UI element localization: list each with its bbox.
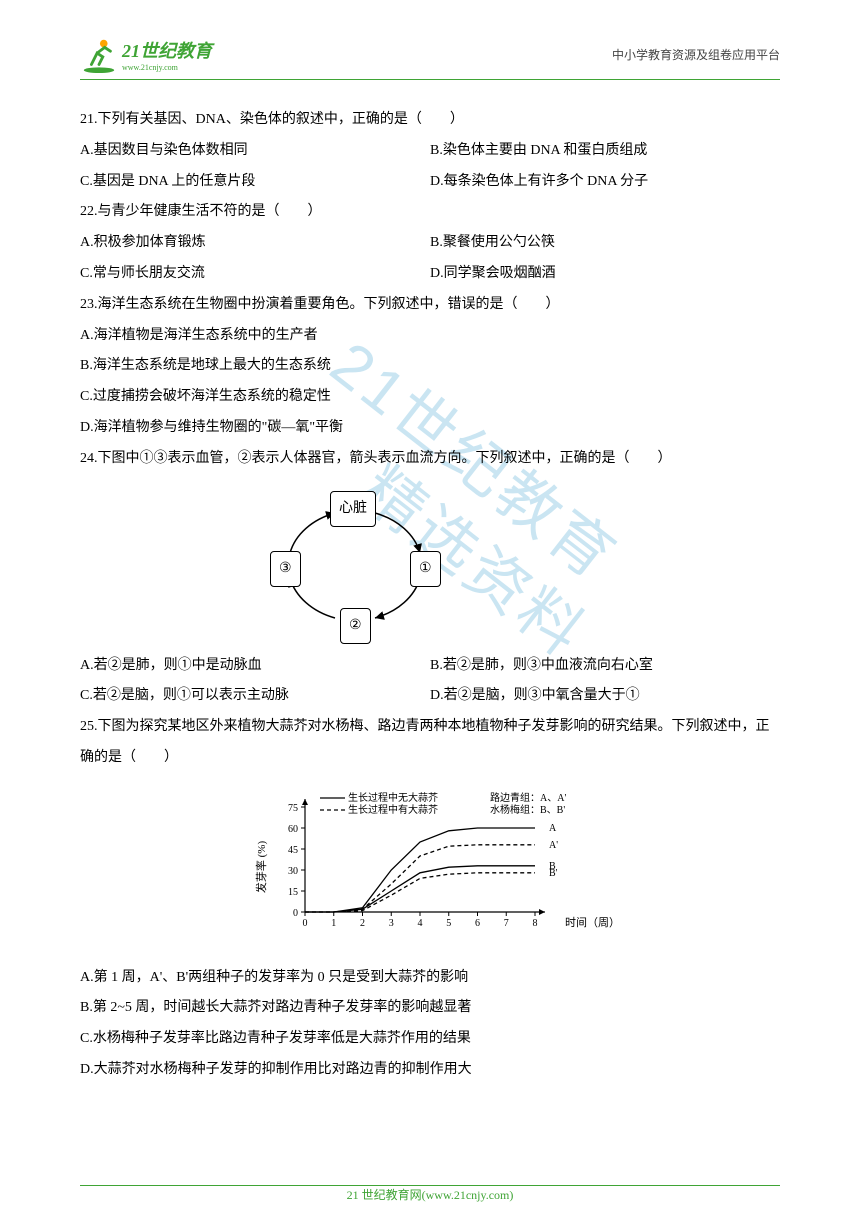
q23-stem: 23.海洋生态系统在生物圈中扮演着重要角色。下列叙述中，错误的是（ ） xyxy=(80,290,780,321)
svg-text:45: 45 xyxy=(288,845,298,856)
svg-text:7: 7 xyxy=(504,918,509,929)
svg-text:发芽率 (%): 发芽率 (%) xyxy=(254,840,268,893)
svg-text:2: 2 xyxy=(360,918,365,929)
logo-subtext: www.21cnjy.com xyxy=(122,63,212,72)
q22-D: D.同学聚会吸烟酗酒 xyxy=(430,259,780,290)
svg-text:路边青组：A、A': 路边青组：A、A' xyxy=(490,791,566,804)
q24-row1: A.若②是肺，则①中是动脉血 B.若②是肺，则③中血液流向右心室 xyxy=(80,651,780,682)
q22-row1: A.积极参加体育锻炼 B.聚餐使用公勺公筷 xyxy=(80,228,780,259)
q22-row2: C.常与师长朋友交流 D.同学聚会吸烟酗酒 xyxy=(80,259,780,290)
q25-A: A.第 1 周，A'、B'两组种子的发芽率为 0 只是受到大蒜芥的影响 xyxy=(80,963,780,994)
svg-text:生长过程中无大蒜芥: 生长过程中无大蒜芥 xyxy=(348,791,438,804)
svg-text:15: 15 xyxy=(288,887,298,898)
page-content: 21.下列有关基因、DNA、染色体的叙述中，正确的是（ ） A.基因数目与染色体… xyxy=(80,105,780,1086)
footer-text: 21 世纪教育网(www.21cnjy.com) xyxy=(347,1188,514,1202)
q22-B: B.聚餐使用公勺公筷 xyxy=(430,228,780,259)
q24-A: A.若②是肺，则①中是动脉血 xyxy=(80,651,430,682)
q21-C: C.基因是 DNA 上的任意片段 xyxy=(80,167,430,198)
svg-text:A: A xyxy=(549,823,557,834)
logo-runner-icon xyxy=(80,36,118,74)
q25-stem: 25.下图为探究某地区外来植物大蒜芥对水杨梅、路边青两种本地植物种子发芽影响的研… xyxy=(80,712,780,774)
svg-text:B': B' xyxy=(549,868,558,879)
q23-B: B.海洋生态系统是地球上最大的生态系统 xyxy=(80,351,780,382)
q25-D: D.大蒜芥对水杨梅种子发芽的抑制作用比对路边青的抑制作用大 xyxy=(80,1055,780,1086)
q23-A: A.海洋植物是海洋生态系统中的生产者 xyxy=(80,321,780,352)
svg-text:75: 75 xyxy=(288,803,298,814)
q21-B: B.染色体主要由 DNA 和蛋白质组成 xyxy=(430,136,780,167)
q24-D: D.若②是脑，则③中氧含量大于① xyxy=(430,681,780,712)
svg-text:1: 1 xyxy=(331,918,336,929)
page-header: 21世纪教育 www.21cnjy.com 中小学教育资源及组卷应用平台 xyxy=(80,35,780,80)
q23-C: C.过度捕捞会破坏海洋生态系统的稳定性 xyxy=(80,382,780,413)
node-2: ② xyxy=(340,608,371,645)
node-3: ③ xyxy=(270,551,301,588)
svg-text:60: 60 xyxy=(288,824,298,835)
svg-text:6: 6 xyxy=(475,918,480,929)
svg-text:时间（周）: 时间（周） xyxy=(565,916,620,929)
q22-C: C.常与师长朋友交流 xyxy=(80,259,430,290)
q21-D: D.每条染色体上有许多个 DNA 分子 xyxy=(430,167,780,198)
svg-text:30: 30 xyxy=(288,866,298,877)
svg-text:0: 0 xyxy=(293,908,298,919)
logo-text: 21世纪教育 xyxy=(122,37,212,63)
q24-B: B.若②是肺，则③中血液流向右心室 xyxy=(430,651,780,682)
q24-C: C.若②是脑，则①可以表示主动脉 xyxy=(80,681,430,712)
svg-text:8: 8 xyxy=(533,918,538,929)
q23-D: D.海洋植物参与维持生物圈的"碳—氧"平衡 xyxy=(80,413,780,444)
q25-C: C.水杨梅种子发芽率比路边青种子发芽率低是大蒜芥作用的结果 xyxy=(80,1024,780,1055)
svg-text:0: 0 xyxy=(303,918,308,929)
q24-row2: C.若②是脑，则①可以表示主动脉 D.若②是脑，则③中氧含量大于① xyxy=(80,681,780,712)
q22-A: A.积极参加体育锻炼 xyxy=(80,228,430,259)
svg-text:生长过程中有大蒜芥: 生长过程中有大蒜芥 xyxy=(348,803,438,816)
svg-text:3: 3 xyxy=(389,918,394,929)
q24-diagram: 心脏 ① ② ③ xyxy=(230,483,480,643)
q22-stem: 22.与青少年健康生活不符的是（ ） xyxy=(80,197,780,228)
heart-node: 心脏 xyxy=(330,491,376,528)
q21-A: A.基因数目与染色体数相同 xyxy=(80,136,430,167)
header-right-text: 中小学教育资源及组卷应用平台 xyxy=(612,46,780,63)
q24-stem: 24.下图中①③表示血管，②表示人体器官，箭头表示血流方向。下列叙述中，正确的是… xyxy=(80,444,780,475)
site-logo: 21世纪教育 www.21cnjy.com xyxy=(80,36,212,74)
q21-stem: 21.下列有关基因、DNA、染色体的叙述中，正确的是（ ） xyxy=(80,105,780,136)
svg-text:5: 5 xyxy=(446,918,451,929)
svg-text:水杨梅组：B、B': 水杨梅组：B、B' xyxy=(490,803,565,816)
q21-row2: C.基因是 DNA 上的任意片段 D.每条染色体上有许多个 DNA 分子 xyxy=(80,167,780,198)
svg-text:A': A' xyxy=(549,840,558,851)
node-1: ① xyxy=(410,551,441,588)
logo-text-block: 21世纪教育 www.21cnjy.com xyxy=(122,37,212,72)
q25-B: B.第 2~5 周，时间越长大蒜芥对路边青种子发芽率的影响越显著 xyxy=(80,993,780,1024)
q25-chart: 01530456075012345678AA'BB'发芽率 (%)时间（周）生长… xyxy=(250,782,600,955)
svg-text:4: 4 xyxy=(418,918,423,929)
q21-row1: A.基因数目与染色体数相同 B.染色体主要由 DNA 和蛋白质组成 xyxy=(80,136,780,167)
